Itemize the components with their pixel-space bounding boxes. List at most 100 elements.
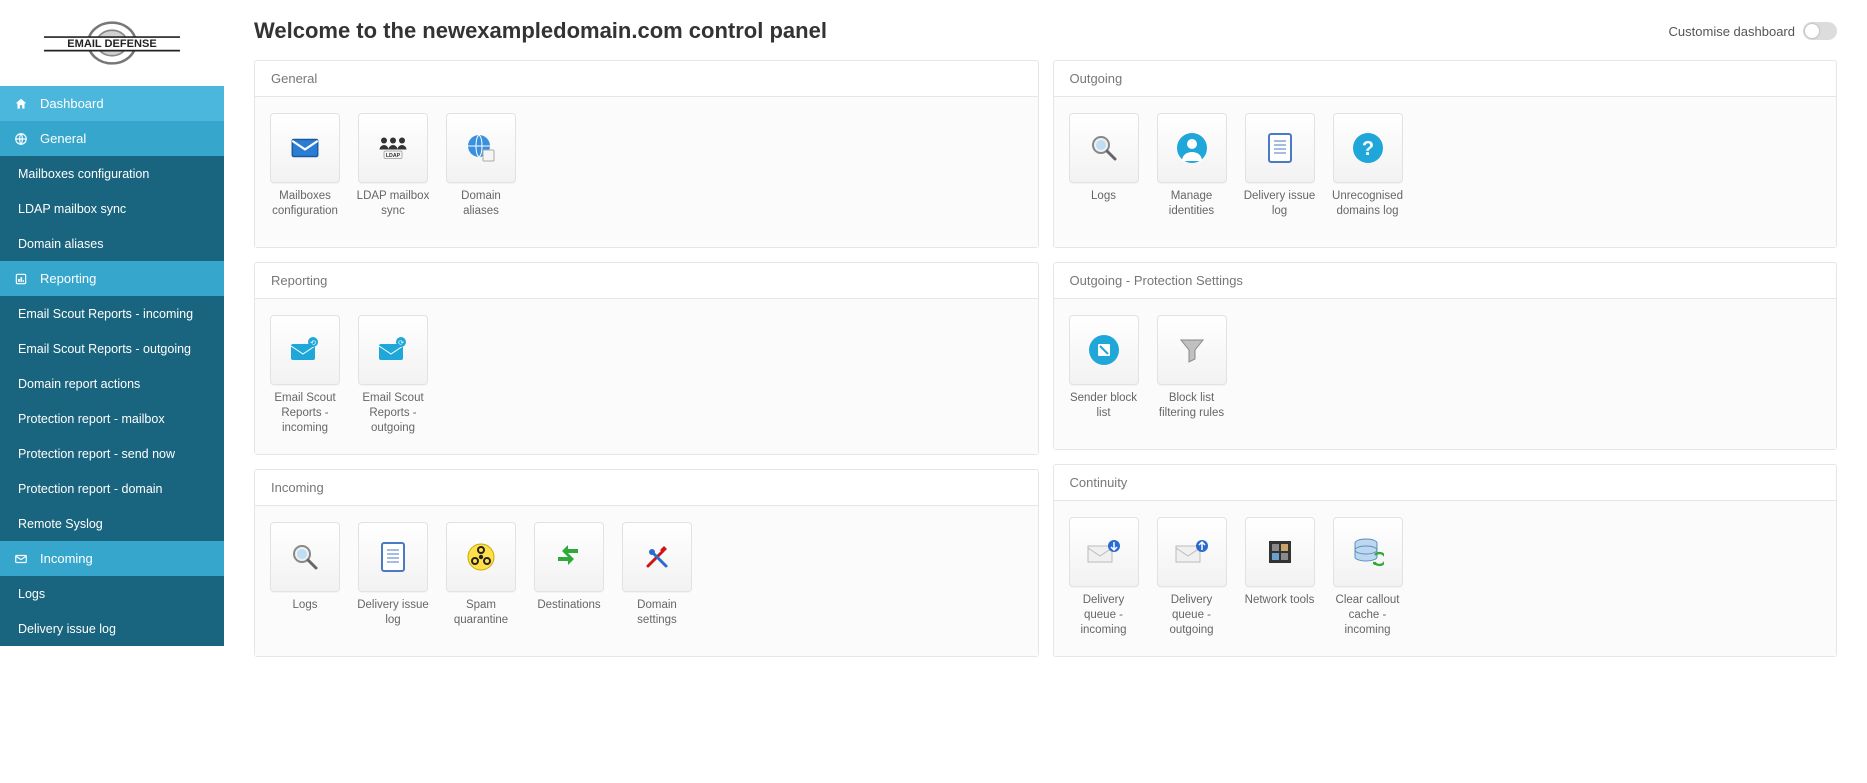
tile-label: Network tools: [1242, 593, 1318, 608]
sidebar-item-label: Domain aliases: [18, 237, 103, 251]
panel-title: General: [255, 61, 1038, 97]
sidebar-item-general[interactable]: General: [0, 121, 224, 156]
tile-label: Block list filtering rules: [1154, 391, 1230, 421]
network-icon: [1245, 517, 1315, 587]
doc-list-icon: [358, 522, 428, 592]
sidebar-item-logs[interactable]: Logs: [0, 576, 224, 611]
customise-dashboard[interactable]: Customise dashboard: [1669, 22, 1837, 40]
page-title: Welcome to the newexampledomain.com cont…: [254, 18, 827, 44]
sidebar-item-domain-report-actions[interactable]: Domain report actions: [0, 366, 224, 401]
tile-incoming-logs[interactable]: Logs: [267, 522, 343, 638]
main-content: Welcome to the newexampledomain.com cont…: [224, 0, 1867, 687]
tile-incoming-delivery-issue-log[interactable]: Delivery issue log: [355, 522, 431, 638]
search-icon: [270, 522, 340, 592]
sidebar-item-dashboard[interactable]: Dashboard: [0, 86, 224, 121]
globe-gear-icon: [446, 113, 516, 183]
sidebar-item-domain-aliases[interactable]: Domain aliases: [0, 226, 224, 261]
person-icon: [1157, 113, 1227, 183]
block-icon: [1069, 315, 1139, 385]
sidebar-item-ldap-mailbox-sync[interactable]: LDAP mailbox sync: [0, 191, 224, 226]
dashboard-columns: General Mailboxes configuration LDAPLDAP m…: [254, 60, 1837, 657]
panel-body: Mailboxes configuration LDAPLDAP mailbox …: [255, 97, 1038, 247]
tile-label: Delivery queue - outgoing: [1154, 593, 1230, 638]
panel-outgoing-protection-settings: Outgoing - Protection SettingsSender blo…: [1053, 262, 1838, 450]
panel-body: Sender block list Block list filtering ru…: [1054, 299, 1837, 449]
sidebar-item-protection-report-send-now[interactable]: Protection report - send now: [0, 436, 224, 471]
tile-destinations[interactable]: Destinations: [531, 522, 607, 638]
tile-label: Mailboxes configuration: [267, 189, 343, 219]
sidebar-item-email-scout-reports-outgoing[interactable]: Email Scout Reports - outgoing: [0, 331, 224, 366]
tile-network-tools[interactable]: Network tools: [1242, 517, 1318, 638]
panel-title: Reporting: [255, 263, 1038, 299]
tile-blocklist-filtering-rules[interactable]: Block list filtering rules: [1154, 315, 1230, 431]
panel-title: Incoming: [255, 470, 1038, 506]
svg-text:?: ?: [1361, 138, 1373, 160]
tile-manage-identities[interactable]: Manage identities: [1154, 113, 1230, 229]
sidebar-item-label: Mailboxes configuration: [18, 167, 149, 181]
tile-label: Domain aliases: [443, 189, 519, 219]
funnel-icon: [1157, 315, 1227, 385]
brand-logo: EMAIL DEFENSE: [0, 0, 224, 86]
panel-title: Outgoing - Protection Settings: [1054, 263, 1837, 299]
ldap-icon: LDAP: [358, 113, 428, 183]
panel-body: Delivery queue - incoming Delivery queue …: [1054, 501, 1837, 656]
tile-label: Delivery queue - incoming: [1066, 593, 1142, 638]
sidebar-item-incoming[interactable]: Incoming: [0, 541, 224, 576]
report-icon: [12, 272, 30, 286]
tile-mailboxes-configuration[interactable]: Mailboxes configuration: [267, 113, 343, 229]
svg-text:⟳: ⟳: [398, 340, 404, 347]
tile-delivery-queue-outgoing[interactable]: Delivery queue - outgoing: [1154, 517, 1230, 638]
tile-sender-block-list[interactable]: Sender block list: [1066, 315, 1142, 431]
sidebar-item-label: Protection report - send now: [18, 447, 175, 461]
tile-domain-settings[interactable]: Domain settings: [619, 522, 695, 638]
sidebar-item-label: Domain report actions: [18, 377, 140, 391]
sidebar-item-mailboxes-configuration[interactable]: Mailboxes configuration: [0, 156, 224, 191]
customise-toggle[interactable]: [1803, 22, 1837, 40]
sidebar-item-protection-report-mailbox[interactable]: Protection report - mailbox: [0, 401, 224, 436]
tile-unrecognised-domains-log[interactable]: ? Unrecognised domains log: [1330, 113, 1406, 229]
sidebar-item-remote-syslog[interactable]: Remote Syslog: [0, 506, 224, 541]
column-right: OutgoingLogsManage identitiesDelivery is…: [1053, 60, 1838, 657]
cache-icon: [1333, 517, 1403, 587]
svg-text:LDAP: LDAP: [386, 153, 401, 159]
tile-esr-incoming[interactable]: ⟲Email Scout Reports - incoming: [267, 315, 343, 436]
arrows-icon: [534, 522, 604, 592]
sidebar-item-label: Remote Syslog: [18, 517, 103, 531]
sidebar-item-email-scout-reports-incoming[interactable]: Email Scout Reports - incoming: [0, 296, 224, 331]
panel-general: General Mailboxes configuration LDAPLDAP m…: [254, 60, 1039, 248]
sidebar-item-delivery-issue-log[interactable]: Delivery issue log: [0, 611, 224, 646]
tile-delivery-queue-incoming[interactable]: Delivery queue - incoming: [1066, 517, 1142, 638]
tile-domain-aliases[interactable]: Domain aliases: [443, 113, 519, 229]
envelope-icon: [270, 113, 340, 183]
tile-outgoing-logs[interactable]: Logs: [1066, 113, 1142, 229]
tile-label: Destinations: [531, 598, 607, 613]
tile-spam-quarantine[interactable]: Spam quarantine: [443, 522, 519, 638]
question-icon: ?: [1333, 113, 1403, 183]
tile-ldap-mailbox-sync[interactable]: LDAPLDAP mailbox sync: [355, 113, 431, 229]
sidebar-item-protection-report-domain[interactable]: Protection report - domain: [0, 471, 224, 506]
tile-label: Domain settings: [619, 598, 695, 628]
tools-icon: [622, 522, 692, 592]
queue-in-icon: [1069, 517, 1139, 587]
panel-outgoing: OutgoingLogsManage identitiesDelivery is…: [1053, 60, 1838, 248]
sidebar-item-label: Incoming: [40, 551, 93, 566]
tile-label: Unrecognised domains log: [1330, 189, 1406, 219]
mail-icon: [12, 552, 30, 566]
panel-body: LogsDelivery issue logSpam quarantine Des…: [255, 506, 1038, 656]
tile-esr-outgoing[interactable]: ⟳Email Scout Reports - outgoing: [355, 315, 431, 436]
sidebar-item-label: Protection report - domain: [18, 482, 163, 496]
sidebar-item-reporting[interactable]: Reporting: [0, 261, 224, 296]
panel-continuity: ContinuityDelivery queue - incomingDeliv…: [1053, 464, 1838, 657]
sidebar-item-label: Dashboard: [40, 96, 104, 111]
queue-out-icon: [1157, 517, 1227, 587]
tile-label: Email Scout Reports - incoming: [267, 391, 343, 436]
tile-clear-callout-cache-incoming[interactable]: Clear callout cache - incoming: [1330, 517, 1406, 638]
search-icon: [1069, 113, 1139, 183]
panel-incoming: IncomingLogsDelivery issue logSpam quara…: [254, 469, 1039, 657]
panel-reporting: Reporting ⟲Email Scout Reports - incoming…: [254, 262, 1039, 455]
sidebar-item-label: Reporting: [40, 271, 96, 286]
panel-body: LogsManage identitiesDelivery issue log?…: [1054, 97, 1837, 247]
home-icon: [12, 97, 30, 111]
panel-title: Outgoing: [1054, 61, 1837, 97]
tile-outgoing-delivery-issue-log[interactable]: Delivery issue log: [1242, 113, 1318, 229]
